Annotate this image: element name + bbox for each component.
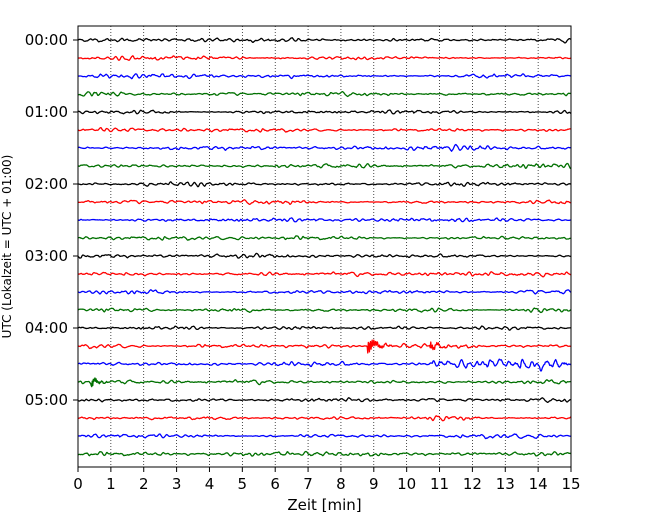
x-tick-label: 6 xyxy=(270,475,280,493)
trace-12 xyxy=(77,252,572,259)
trace-16 xyxy=(77,325,572,331)
x-tick-label: 4 xyxy=(205,475,215,493)
x-tick-label: 8 xyxy=(336,475,346,493)
trace-7 xyxy=(77,162,572,170)
x-tick-label: 2 xyxy=(139,475,149,493)
plot-frame xyxy=(77,25,572,468)
y-tick-label: 01:00 xyxy=(25,103,68,121)
y-tick-label: 00:00 xyxy=(25,31,68,49)
trace-2 xyxy=(77,73,572,80)
trace-13 xyxy=(77,271,572,278)
trace-23 xyxy=(77,450,572,457)
y-axis-label: UTC (Lokalzeit = UTC + 01:00) xyxy=(0,155,14,339)
trace-20 xyxy=(77,397,572,404)
trace-19 xyxy=(77,377,572,388)
trace-6 xyxy=(77,143,572,152)
x-tick-label: 7 xyxy=(303,475,313,493)
trace-3 xyxy=(77,90,572,98)
x-tick-label: 14 xyxy=(529,475,548,493)
trace-15 xyxy=(77,307,572,314)
x-tick-label: 0 xyxy=(73,475,83,493)
x-tick-label: 13 xyxy=(496,475,515,493)
trace-18 xyxy=(77,358,572,372)
trace-11 xyxy=(77,235,572,241)
trace-0 xyxy=(77,37,572,44)
trace-5 xyxy=(77,127,572,133)
x-tick-label: 9 xyxy=(369,475,379,493)
seismic-traces xyxy=(77,37,572,457)
y-axis-ticks: 00:00 01:00 02:00 03:00 04:00 05:00 xyxy=(25,31,78,409)
trace-4 xyxy=(77,109,572,115)
trace-21 xyxy=(77,415,572,422)
x-tick-label: 10 xyxy=(397,475,416,493)
trace-14 xyxy=(77,289,572,295)
trace-9 xyxy=(77,199,572,206)
x-tick-label: 1 xyxy=(106,475,116,493)
trace-8 xyxy=(77,181,572,188)
trace-1 xyxy=(77,55,572,61)
y-tick-label: 02:00 xyxy=(25,175,68,193)
x-tick-label: 11 xyxy=(430,475,449,493)
trace-22 xyxy=(77,433,572,440)
y-tick-label: 04:00 xyxy=(25,319,68,337)
y-tick-label: 05:00 xyxy=(25,391,68,409)
trace-17 xyxy=(77,339,572,354)
x-tick-label: 12 xyxy=(463,475,482,493)
x-tick-label: 5 xyxy=(238,475,248,493)
x-tick-label: 15 xyxy=(561,475,580,493)
trace-10 xyxy=(77,217,572,223)
y-tick-label: 03:00 xyxy=(25,247,68,265)
x-tick-label: 3 xyxy=(172,475,182,493)
x-axis-label: Zeit [min] xyxy=(287,496,361,514)
x-axis-ticks: 0 1 2 3 4 5 6 7 8 9 10 11 12 13 14 15 xyxy=(73,467,581,493)
